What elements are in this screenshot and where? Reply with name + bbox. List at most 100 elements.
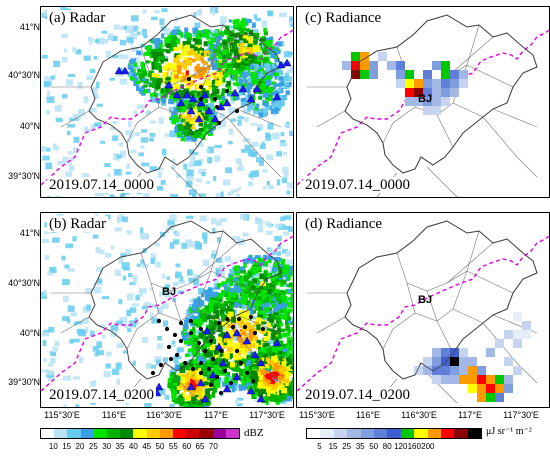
radar-echo-cell [159, 18, 165, 26]
district-boundary [482, 116, 538, 178]
radar-echo-cell [129, 134, 134, 139]
radar-echo-cell [171, 164, 176, 170]
lightning-dot-marker [214, 374, 220, 380]
radiance-grid-cell [450, 375, 459, 384]
radar-echo-cell [243, 352, 247, 356]
radar-echo-cell [183, 388, 190, 392]
radar-echo-cell [69, 339, 74, 343]
district-boundary [126, 312, 160, 350]
radar-echo-cell [253, 80, 260, 85]
radar-echo-cell [52, 346, 58, 352]
radar-echo-cell [219, 62, 223, 67]
radar-echo-cell [278, 350, 284, 355]
lightning-triangle-marker [186, 106, 196, 115]
radar-echo-cell [253, 72, 258, 79]
radar-echo-cell [82, 317, 89, 324]
radar-echo-cell [158, 117, 164, 125]
lightning-triangle-marker [218, 358, 228, 367]
radar-echo-cell [292, 357, 293, 361]
radar-echo-cell [278, 299, 282, 305]
radar-echo-cell [273, 375, 279, 379]
lightning-dot-marker [228, 380, 234, 386]
radar-echo-cell [114, 227, 123, 232]
radar-echo-cell [251, 141, 259, 147]
radar-echo-cell [106, 351, 112, 357]
radar-echo-cell [256, 296, 262, 302]
radar-echo-cell [142, 29, 147, 36]
radar-echo-cell [235, 364, 240, 369]
radar-echo-cell [244, 360, 249, 364]
radar-echo-cell [256, 55, 262, 62]
radar-echo-cell [215, 279, 219, 284]
radar-echo-cell [212, 227, 216, 234]
radar-echo-cell [256, 262, 262, 268]
radar-echo-cell [253, 392, 257, 397]
radar-echo-cell [292, 358, 293, 363]
radar-echo-cell [142, 89, 148, 94]
lightning-triangle-marker [276, 60, 286, 69]
radar-echo-cell [72, 338, 80, 343]
lon-label-115-30-right: 115°30'E [299, 410, 335, 420]
radar-echo-cell [182, 392, 187, 397]
radar-echo-cell [289, 130, 293, 136]
radar-echo-cell [156, 65, 162, 70]
radar-echo-cell [269, 271, 278, 278]
radar-echo-cell [229, 36, 235, 42]
radar-echo-cell [288, 16, 293, 23]
lon-label-116-right: 116°E [356, 410, 380, 420]
lightning-dot-marker [166, 344, 172, 350]
radar-echo-cell [132, 275, 138, 283]
lightning-dot-marker [182, 360, 188, 366]
radar-echo-cell [184, 117, 190, 122]
city-label-bj-c: BJ [418, 93, 433, 105]
radiance-grid-cell [450, 357, 459, 366]
radar-echo-cell [276, 288, 280, 293]
radiance-grid-cell [513, 330, 522, 339]
radar-echo-cell [248, 325, 254, 330]
radar-echo-cell [185, 180, 193, 188]
radar-echo-cell [190, 328, 196, 335]
lightning-dot-marker [224, 316, 230, 322]
radar-echo-cell [47, 375, 54, 381]
radar-echo-cell [253, 261, 258, 266]
radar-echo-cell [290, 293, 293, 299]
radar-echo-cell [172, 116, 179, 121]
radar-echo-cell [145, 46, 150, 51]
radar-echo-cell [131, 73, 135, 77]
radar-echo-cell [215, 60, 219, 66]
radar-echo-cell [175, 232, 180, 237]
radar-echo-cell [127, 64, 134, 70]
radar-echo-cell [178, 30, 182, 36]
radar-echo-cell [250, 122, 258, 126]
radiance-grid-cell [441, 375, 450, 384]
lightning-triangle-marker [114, 66, 124, 75]
colorbar-tick-label: 200 [421, 442, 435, 451]
radar-echo-cell [280, 131, 285, 137]
radar-echo-cell [239, 322, 243, 329]
lightning-dot-marker [234, 348, 240, 354]
radar-echo-cell [43, 358, 47, 363]
radar-echo-cell [217, 65, 223, 70]
radar-echo-cell [232, 327, 236, 333]
lightning-dot-marker [198, 360, 204, 366]
lightning-dot-marker [158, 362, 164, 368]
radar-echo-cell [171, 158, 176, 163]
radar-echo-cell [237, 187, 242, 191]
radar-echo-cell [258, 373, 264, 380]
lightning-triangle-marker [256, 394, 266, 403]
radar-echo-cell [255, 17, 261, 22]
radar-echo-cell [281, 351, 287, 356]
radar-echo-cell [292, 317, 293, 322]
radar-echo-cell [237, 92, 244, 96]
radar-echo-cell [277, 372, 284, 379]
radar-echo-cell [243, 263, 247, 268]
radar-echo-cell [249, 32, 254, 37]
radiance-grid-cell [423, 88, 432, 97]
radiance-grid-cell [405, 97, 414, 106]
radiance-grid-cell [423, 357, 432, 366]
radar-echo-cell [136, 50, 142, 56]
radar-echo-cell [258, 390, 262, 394]
radar-echo-cell [179, 107, 186, 113]
radar-echo-cell [266, 105, 270, 111]
radar-echo-cell [90, 330, 95, 337]
